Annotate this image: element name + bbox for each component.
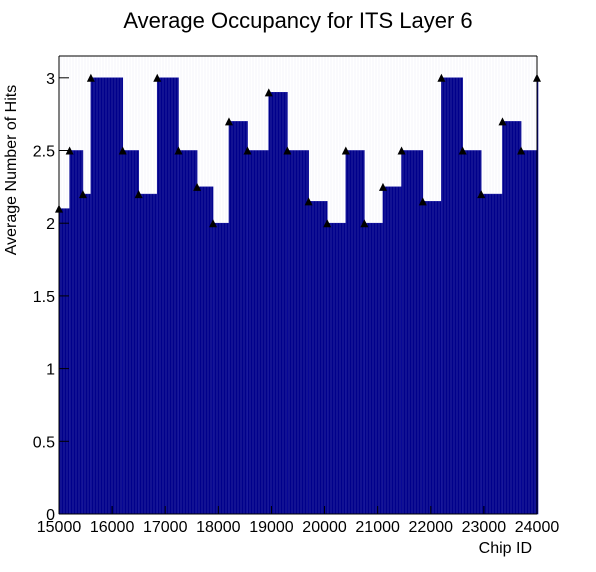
x-tick-label: 18000 xyxy=(196,519,241,536)
data-point-marker xyxy=(65,146,74,155)
bar xyxy=(502,121,522,515)
data-point-marker xyxy=(86,73,95,82)
bar xyxy=(268,92,288,515)
bar xyxy=(422,201,442,515)
data-point-marker xyxy=(418,197,427,206)
y-tick-label: 1.5 xyxy=(33,289,55,306)
y-tick-label: 0 xyxy=(46,507,55,524)
data-point-marker xyxy=(437,73,446,82)
data-point-marker xyxy=(397,146,406,155)
data-point-marker xyxy=(378,182,387,191)
y-axis-ticks: 0 0.5 1 1.5 2 2.5 3 xyxy=(33,71,69,524)
chart-title: Average Occupancy for ITS Layer 6 xyxy=(123,8,472,33)
x-tick-label: 15000 xyxy=(37,519,82,536)
data-point-marker xyxy=(78,190,87,199)
x-tick-label: 19000 xyxy=(249,519,294,536)
x-axis-ticks: 15000 16000 17000 18000 19000 20000 21000 22000… xyxy=(37,506,560,536)
bar xyxy=(82,193,92,515)
bar xyxy=(122,150,139,515)
data-point-marker xyxy=(477,190,486,199)
y-tick-label: 3 xyxy=(46,71,55,88)
x-tick-label: 24000 xyxy=(515,519,560,536)
y-tick-label: 1 xyxy=(46,362,55,379)
data-point-marker xyxy=(153,73,162,82)
data-point-marker xyxy=(243,146,252,155)
data-point-marker xyxy=(517,146,526,155)
x-tick-label: 16000 xyxy=(90,519,135,536)
bar xyxy=(58,208,70,515)
markers-layer xyxy=(55,73,541,228)
bars-layer xyxy=(58,56,539,515)
bar xyxy=(308,201,328,515)
plot-frame xyxy=(58,55,538,515)
x-tick-label: 23000 xyxy=(462,519,507,536)
data-point-marker xyxy=(224,117,233,126)
bar xyxy=(247,150,270,515)
bar xyxy=(90,77,124,515)
x-tick-label: 21000 xyxy=(355,519,400,536)
data-point-marker xyxy=(498,117,507,126)
y-tick-label: 2.5 xyxy=(33,144,55,161)
bar xyxy=(69,150,84,515)
data-point-marker xyxy=(323,219,332,228)
data-point-marker xyxy=(304,197,313,206)
bar xyxy=(480,193,503,515)
x-axis-label: Chip ID xyxy=(479,540,532,557)
bar xyxy=(178,150,198,515)
bar xyxy=(156,77,179,515)
data-point-marker xyxy=(341,146,350,155)
x-tick-label: 17000 xyxy=(143,519,188,536)
data-point-marker xyxy=(283,146,292,155)
y-tick-label: 0.5 xyxy=(33,434,55,451)
data-point-marker xyxy=(458,146,467,155)
bar xyxy=(382,186,402,515)
data-point-marker xyxy=(118,146,127,155)
y-tick-label: 2 xyxy=(46,216,55,233)
data-point-marker xyxy=(264,88,273,97)
data-point-marker xyxy=(360,219,369,228)
data-point-marker xyxy=(193,182,202,191)
bar xyxy=(441,77,463,515)
data-point-marker xyxy=(134,190,143,199)
data-point-marker xyxy=(174,146,183,155)
bar xyxy=(212,222,230,515)
data-point-marker xyxy=(209,219,218,228)
y-axis-label: Average Number of Hits xyxy=(3,85,20,255)
x-tick-label: 22000 xyxy=(409,519,454,536)
x-tick-label: 20000 xyxy=(302,519,347,536)
